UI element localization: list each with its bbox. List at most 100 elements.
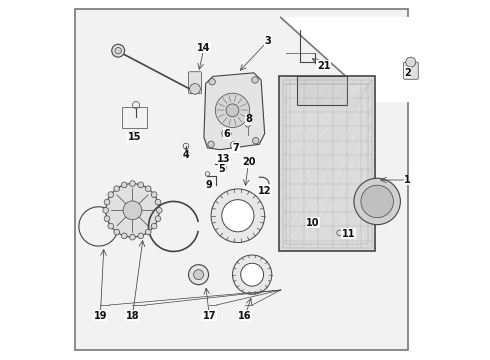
Text: 3: 3 [265,36,271,46]
Circle shape [252,138,259,144]
Circle shape [252,77,258,83]
Circle shape [108,223,114,229]
Circle shape [130,234,135,240]
Text: 16: 16 [238,311,252,321]
Text: 1: 1 [404,175,411,185]
Text: 18: 18 [125,311,139,321]
Text: 15: 15 [127,132,141,142]
Circle shape [108,192,114,198]
Circle shape [354,178,400,225]
Text: 11: 11 [342,229,355,239]
Circle shape [215,93,249,127]
Text: 5: 5 [219,164,225,174]
Text: 14: 14 [197,43,211,53]
Circle shape [146,186,151,192]
Text: 6: 6 [224,129,230,139]
Polygon shape [204,73,265,150]
Text: 17: 17 [202,311,216,321]
Text: 5: 5 [219,164,225,174]
Text: 21: 21 [317,61,330,71]
Text: 18: 18 [125,311,139,321]
Circle shape [104,199,110,205]
Circle shape [106,184,159,237]
FancyBboxPatch shape [404,62,418,79]
Circle shape [155,216,161,221]
Circle shape [155,199,161,205]
Circle shape [222,129,231,138]
Text: 21: 21 [317,61,330,71]
Circle shape [209,78,215,85]
Circle shape [104,216,110,221]
Text: 1: 1 [404,175,411,185]
Circle shape [114,229,120,235]
Text: 7: 7 [233,143,240,153]
Bar [297,76,347,105]
Circle shape [122,233,127,239]
Text: 19: 19 [94,311,107,321]
Text: 9: 9 [206,180,213,190]
Text: 13: 13 [217,154,230,163]
Text: 2: 2 [404,68,411,78]
Bar [283,80,372,248]
Polygon shape [281,18,408,102]
Text: 13: 13 [217,154,230,163]
Text: 19: 19 [94,311,107,321]
Text: 15: 15 [127,132,141,142]
Circle shape [211,189,265,243]
Text: 10: 10 [306,218,319,228]
Circle shape [230,142,237,148]
Circle shape [194,270,203,280]
Circle shape [112,44,124,57]
Text: 8: 8 [245,114,252,124]
Circle shape [190,84,200,94]
Circle shape [146,229,151,235]
Text: 11: 11 [342,229,355,239]
Circle shape [138,233,144,239]
Circle shape [241,263,264,286]
Text: 14: 14 [197,43,211,53]
Text: 4: 4 [183,150,190,160]
Circle shape [151,192,157,198]
Circle shape [123,201,142,220]
Circle shape [337,230,343,236]
Text: 3: 3 [265,36,271,46]
Bar [286,84,368,244]
Bar [279,76,375,251]
Text: 8: 8 [245,114,252,124]
Circle shape [103,207,109,213]
Circle shape [308,219,315,226]
Circle shape [130,181,135,186]
Circle shape [189,265,209,285]
Text: 20: 20 [242,157,255,167]
Circle shape [245,122,250,127]
Circle shape [122,182,127,188]
Circle shape [138,182,144,188]
Circle shape [222,200,254,232]
Circle shape [114,186,120,192]
Bar [122,107,147,128]
Circle shape [406,57,416,67]
Text: 16: 16 [238,311,252,321]
Circle shape [151,223,157,229]
Circle shape [224,131,228,136]
FancyBboxPatch shape [189,72,201,94]
Text: 17: 17 [202,311,216,321]
Text: 20: 20 [242,157,255,167]
Circle shape [115,48,122,54]
Text: 4: 4 [183,150,190,160]
Text: 9: 9 [206,180,213,190]
Text: 2: 2 [404,68,411,78]
Text: 12: 12 [258,186,271,196]
Text: 10: 10 [306,218,319,228]
Circle shape [221,166,224,169]
Circle shape [219,164,226,171]
Circle shape [310,221,313,224]
Circle shape [232,255,272,294]
Circle shape [226,104,239,117]
Text: 12: 12 [258,186,271,196]
Circle shape [361,185,393,218]
Text: 6: 6 [224,129,230,139]
Circle shape [156,207,162,213]
Text: 7: 7 [233,143,240,153]
Circle shape [208,141,214,148]
